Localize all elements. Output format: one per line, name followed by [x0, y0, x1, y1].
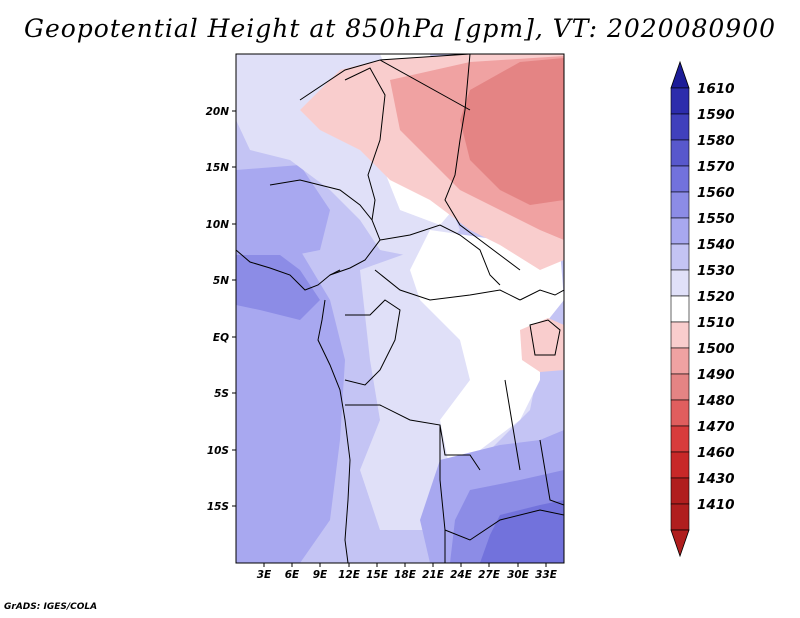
- border-mozambique: [539, 439, 564, 506]
- axis-ticks: [232, 110, 547, 567]
- border-congo: [344, 299, 401, 386]
- lat-label: EQ: [213, 332, 229, 344]
- colorbar-cell: [670, 373, 690, 401]
- colorbar-cell: [670, 217, 690, 245]
- border-east-africa: [519, 289, 564, 301]
- colorbar-label: 1510: [697, 315, 735, 331]
- lat-label: 5S: [214, 388, 229, 400]
- border-chad-west: [344, 67, 386, 221]
- colorbar-cell: [670, 113, 690, 141]
- colorbar-label: 1540: [697, 237, 735, 253]
- lon-label: 30E: [507, 569, 530, 581]
- plot-title: Geopotential Height at 850hPa [gpm], VT:…: [23, 14, 777, 43]
- colorbar-cell: [670, 87, 690, 115]
- coastline-west-africa: [236, 249, 341, 291]
- lon-label: 6E: [285, 569, 300, 581]
- lon-label: 18E: [394, 569, 417, 581]
- colorbar-label: 1520: [697, 289, 735, 305]
- colorbar-cell: [670, 165, 690, 193]
- field-1560-south: [480, 500, 564, 563]
- colorbar: [670, 60, 690, 558]
- colorbar-label: 1590: [697, 107, 735, 123]
- colorbar-label: 1470: [697, 419, 735, 435]
- field-1480-ne: [460, 58, 564, 205]
- colorbar-cell: [670, 191, 690, 219]
- lon-labels: 3E 6E 9E 12E 15E 18E 21E 24E 27E 30E 33E: [257, 569, 558, 581]
- colorbar-label: 1560: [697, 185, 735, 201]
- colorbar-cell: [670, 503, 690, 531]
- border-drc-north: [374, 269, 521, 301]
- colorbar-top-arrow: [670, 60, 690, 89]
- colorbar-label: 1480: [697, 393, 735, 409]
- colorbar-cell: [670, 321, 690, 349]
- colorbar-cell: [670, 347, 690, 375]
- lon-label: 33E: [535, 569, 558, 581]
- colorbar-cell: [670, 399, 690, 427]
- colorbar-label: 1570: [697, 159, 735, 175]
- lon-label: 3E: [257, 569, 272, 581]
- colorbar-labels: 1610 1590 1580 1570 1560 1550 1540 1530 …: [697, 81, 735, 513]
- field-1540-nw: [236, 165, 330, 260]
- lat-label: 20N: [206, 106, 230, 118]
- border-angola-zambia: [439, 425, 446, 563]
- colorbar-label: 1550: [697, 211, 735, 227]
- colorbar-label: 1500: [697, 341, 735, 357]
- field-1550-west: [236, 255, 320, 320]
- lon-label: 27E: [478, 569, 501, 581]
- colorbar-bottom-arrow: [670, 529, 690, 558]
- map-frame: [235, 53, 565, 564]
- field-1540-west: [236, 250, 345, 563]
- colorbar-cell: [670, 139, 690, 167]
- lake-victoria: [529, 319, 561, 356]
- colorbar-cell: [670, 425, 690, 453]
- coastline-central: [317, 299, 351, 563]
- lat-label: 10N: [206, 219, 230, 231]
- colorbar-label: 1460: [697, 445, 735, 461]
- lon-label: 21E: [422, 569, 445, 581]
- border-libya-chad: [299, 59, 471, 111]
- colorbar-label: 1580: [697, 133, 735, 149]
- border-chad-sudan: [444, 54, 521, 271]
- field-1510-center: [410, 230, 564, 470]
- colorbar-label: 1490: [697, 367, 735, 383]
- lat-label: 15S: [207, 501, 229, 513]
- country-borders: [236, 54, 564, 563]
- border-zambia-south: [444, 509, 564, 541]
- colorbar-cell: [670, 477, 690, 505]
- colorbar-cell: [670, 295, 690, 323]
- lat-label: 15N: [206, 162, 230, 174]
- colorbar-cell: [670, 269, 690, 297]
- colorbar-label: 1530: [697, 263, 735, 279]
- lon-label: 24E: [450, 569, 473, 581]
- lake-tanganyika: [504, 379, 521, 471]
- lat-label: 5N: [213, 275, 229, 287]
- lon-label: 12E: [338, 569, 361, 581]
- lon-label: 15E: [366, 569, 389, 581]
- border-car: [379, 224, 501, 286]
- colorbar-label: 1430: [697, 471, 735, 487]
- lat-label: 10S: [207, 445, 229, 457]
- colorbar-label: 1610: [697, 81, 735, 97]
- grads-credit: GrADS: IGES/COLA: [4, 602, 98, 612]
- border-sudan-north: [379, 54, 471, 61]
- colorbar-cell: [670, 243, 690, 271]
- height-field: [236, 54, 564, 563]
- colorbar-label: 1410: [697, 497, 735, 513]
- lat-labels: 20N 15N 10N 5N EQ 5S 10S 15S: [206, 106, 230, 513]
- colorbar-cell: [670, 451, 690, 479]
- lon-label: 9E: [313, 569, 328, 581]
